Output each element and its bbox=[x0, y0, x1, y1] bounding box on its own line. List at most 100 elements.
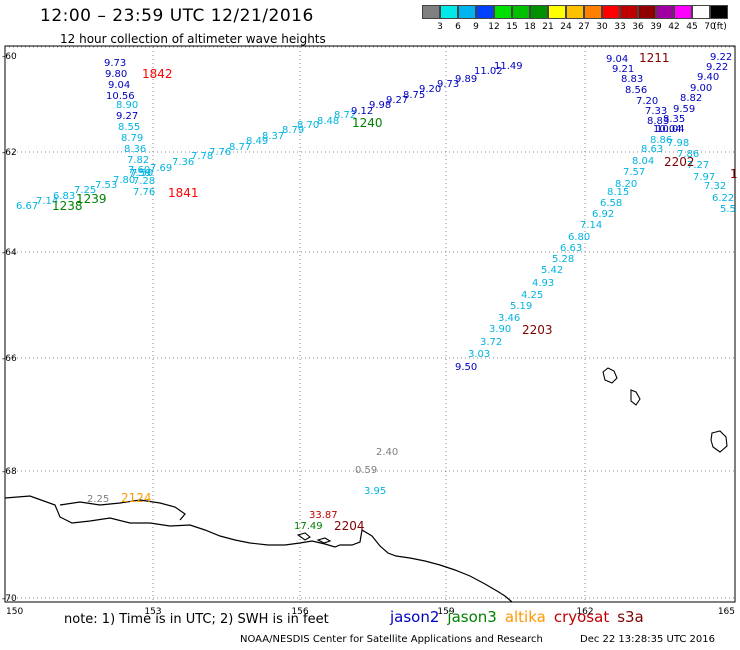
swh-value: 8.79 bbox=[282, 125, 304, 136]
latitude-label: -64 bbox=[2, 248, 17, 258]
swh-value: 7.98 bbox=[667, 138, 689, 149]
legend-label: 39 bbox=[650, 22, 662, 32]
swh-value: 3.90 bbox=[489, 324, 511, 335]
swh-value: 7.76 bbox=[209, 147, 231, 158]
island-2 bbox=[630, 389, 641, 406]
swh-value: 8.49 bbox=[246, 136, 268, 147]
legend-swatch bbox=[566, 5, 584, 19]
swh-value: 9.98 bbox=[369, 100, 391, 111]
swh-value: 9.80 bbox=[105, 69, 127, 80]
longitude-label: 162 bbox=[576, 607, 593, 617]
swh-value: 7.69 bbox=[150, 163, 172, 174]
swh-value: 7.14 bbox=[580, 220, 602, 231]
antarctica-coastline bbox=[4, 495, 513, 603]
swh-value: 2.40 bbox=[376, 447, 398, 458]
swh-value: 8.83 bbox=[647, 116, 669, 127]
latitude-label: -62 bbox=[2, 148, 17, 158]
swh-value: 9.40 bbox=[697, 72, 719, 83]
legend-swatch bbox=[692, 5, 710, 19]
swh-value: 6.58 bbox=[600, 198, 622, 209]
swh-value: 9.73 bbox=[437, 79, 459, 90]
swh-value: 4.93 bbox=[532, 278, 554, 289]
swh-value: 7.80 bbox=[113, 175, 135, 186]
swh-value: 10.04 bbox=[653, 124, 682, 135]
swh-value: 9.22 bbox=[710, 52, 732, 63]
legend-swatch bbox=[440, 5, 458, 19]
swh-value: 7.20 bbox=[636, 96, 658, 107]
island-1 bbox=[602, 367, 618, 384]
swh-value: 7.60 bbox=[128, 165, 150, 176]
swh-value: 9.89 bbox=[455, 74, 477, 85]
legend-label: 36 bbox=[632, 22, 644, 32]
island-5 bbox=[316, 537, 332, 544]
swh-value: 9.50 bbox=[455, 362, 477, 373]
track-time-label: 1238 bbox=[52, 199, 83, 213]
island-3 bbox=[710, 430, 728, 453]
legend-label: 24 bbox=[560, 22, 572, 32]
swh-value: 8.48 bbox=[317, 116, 339, 127]
swh-value: 7.78 bbox=[191, 151, 213, 162]
swh-value: 5.28 bbox=[552, 254, 574, 265]
swh-value: 33.87 bbox=[309, 510, 338, 521]
swh-value: 8.72 bbox=[334, 110, 356, 121]
swh-value: 7.28 bbox=[133, 176, 155, 187]
swh-value: 3.72 bbox=[480, 337, 502, 348]
legend-label: 70 bbox=[704, 22, 716, 32]
swh-value: 8.77 bbox=[229, 142, 251, 153]
swh-value: 7.14 bbox=[36, 196, 58, 207]
swh-value: 8.55 bbox=[118, 122, 140, 133]
legend-swatch bbox=[530, 5, 548, 19]
track-time-label: 2124 bbox=[121, 491, 152, 505]
swh-value: 7.27 bbox=[687, 160, 709, 171]
legend-swatch bbox=[422, 5, 440, 19]
swh-value: 8.79 bbox=[121, 133, 143, 144]
legend-label: 15 bbox=[506, 22, 518, 32]
mission-jason3: jason3 bbox=[447, 608, 497, 626]
legend-swatch bbox=[674, 5, 692, 19]
page-subtitle: 12 hour collection of altimeter wave hei… bbox=[60, 32, 326, 46]
swh-value: 6.67 bbox=[16, 201, 38, 212]
legend-swatch bbox=[710, 5, 728, 19]
latitude-label: -66 bbox=[2, 354, 17, 364]
swh-value: 3.03 bbox=[468, 349, 490, 360]
swh-value: 6.92 bbox=[592, 209, 614, 220]
swh-value: 3.95 bbox=[364, 486, 386, 497]
legend-label: 33 bbox=[614, 22, 626, 32]
footer-credit: NOAA/NESDIS Center for Satellite Applica… bbox=[240, 634, 543, 645]
swh-value: 7.86 bbox=[677, 149, 699, 160]
swh-value: 8.37 bbox=[262, 131, 284, 142]
longitude-label: 156 bbox=[291, 607, 308, 617]
swh-value: 9.27 bbox=[116, 111, 138, 122]
swh-value: 8.36 bbox=[124, 144, 146, 155]
track-time-label: 1239 bbox=[76, 192, 107, 206]
legend-label: 27 bbox=[578, 22, 590, 32]
track-labels: 9.739.809.0410.568.909.278.558.798.367.8… bbox=[16, 51, 738, 533]
map-frame bbox=[4, 45, 736, 603]
island-4 bbox=[296, 532, 311, 541]
legend-unit: (ft) bbox=[713, 22, 727, 32]
legend-swatch bbox=[476, 5, 494, 19]
legend-label: 42 bbox=[668, 22, 680, 32]
swh-value: 11.02 bbox=[474, 66, 503, 77]
swh-value: 9.59 bbox=[673, 104, 695, 115]
legend-label: 21 bbox=[542, 22, 554, 32]
swh-value: 10.04 bbox=[656, 124, 685, 135]
swh-value: 7.32 bbox=[704, 181, 726, 192]
legend-swatch bbox=[512, 5, 530, 19]
legend-label: 12 bbox=[488, 22, 500, 32]
track-time-label: 1842 bbox=[142, 67, 173, 81]
swh-value: 9.73 bbox=[104, 58, 126, 69]
swh-value: 9.04 bbox=[606, 54, 628, 65]
mission-s3a: s3a bbox=[617, 608, 644, 626]
swh-value: 9.21 bbox=[612, 64, 634, 75]
swh-value: 8.86 bbox=[650, 135, 672, 146]
swh-value: 6.83 bbox=[53, 191, 75, 202]
mission-jason2: jason2 bbox=[390, 608, 440, 626]
page-title: 12:00 – 23:59 UTC 12/21/2016 bbox=[40, 6, 314, 26]
swh-value: 9.27 bbox=[386, 95, 408, 106]
swh-value: 7.57 bbox=[623, 167, 645, 178]
swh-value: 7.59 bbox=[129, 168, 151, 179]
legend-swatch bbox=[602, 5, 620, 19]
track-time-label: 2202 bbox=[664, 155, 695, 169]
